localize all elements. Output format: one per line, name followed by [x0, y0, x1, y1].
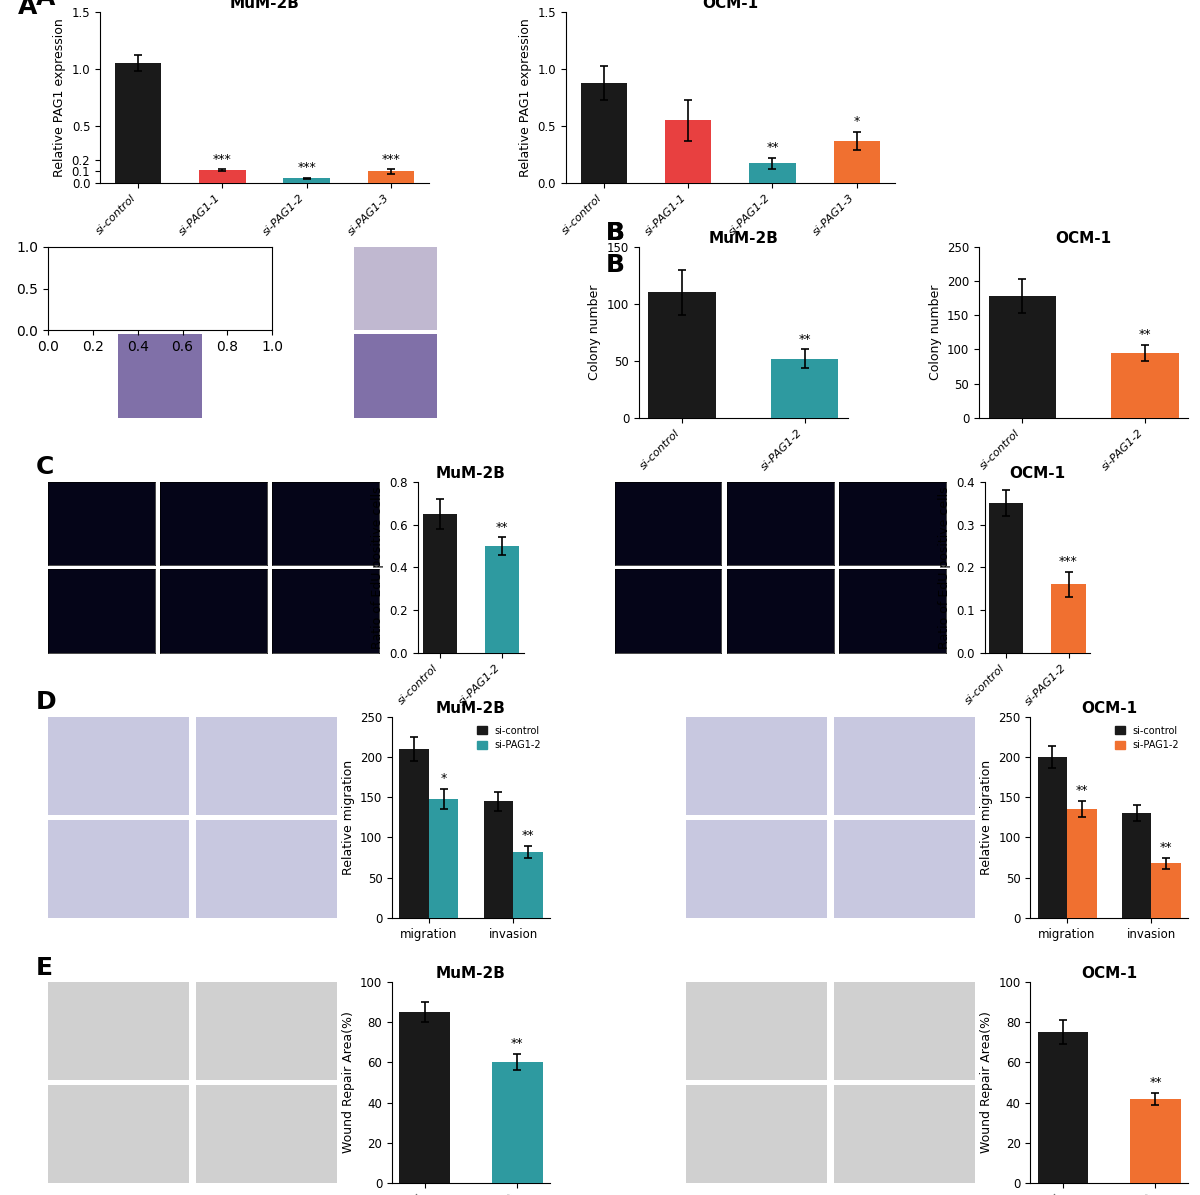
Text: **: **: [798, 333, 811, 347]
Bar: [367, 171, 414, 183]
Bar: [1111, 353, 1178, 418]
Y-axis label: Ratio of EdU positive cells: Ratio of EdU positive cells: [371, 486, 384, 649]
Legend: si-control, si-PAG1-2: si-control, si-PAG1-2: [473, 722, 545, 754]
Bar: [1122, 814, 1151, 918]
Bar: [1130, 1098, 1181, 1183]
Bar: [283, 178, 330, 183]
Y-axis label: Colony number: Colony number: [588, 284, 601, 380]
Y-axis label: Relative PAG1 expression: Relative PAG1 expression: [520, 18, 532, 177]
Text: A: A: [18, 0, 37, 19]
Title: MuM-2B: MuM-2B: [436, 966, 506, 981]
Bar: [428, 799, 458, 918]
Text: **: **: [496, 521, 508, 534]
Bar: [400, 749, 428, 918]
Text: **: **: [1139, 329, 1151, 342]
Text: B: B: [606, 221, 625, 245]
Text: B: B: [606, 221, 625, 245]
Text: A: A: [36, 0, 55, 10]
Bar: [581, 82, 628, 183]
Text: ***: ***: [1060, 556, 1078, 568]
Text: B: B: [606, 253, 625, 277]
Text: ***: ***: [382, 153, 400, 166]
Bar: [1038, 758, 1067, 918]
Bar: [492, 1062, 542, 1183]
Title: MuM-2B: MuM-2B: [229, 0, 300, 11]
Title: OCM-1: OCM-1: [1081, 966, 1138, 981]
Bar: [199, 171, 246, 183]
Legend: si-control, si-PAG1-2: si-control, si-PAG1-2: [1111, 722, 1183, 754]
Y-axis label: Wound Repair Area(%): Wound Repair Area(%): [980, 1012, 992, 1153]
Text: **: **: [1075, 784, 1088, 797]
Text: ***: ***: [298, 161, 316, 174]
Title: MuM-2B: MuM-2B: [436, 700, 506, 716]
Text: **: **: [767, 141, 779, 154]
Y-axis label: Wound Repair Area(%): Wound Repair Area(%): [342, 1012, 354, 1153]
Bar: [115, 63, 161, 183]
Title: OCM-1: OCM-1: [1009, 466, 1066, 480]
Bar: [514, 852, 542, 918]
Text: **: **: [522, 828, 534, 841]
Y-axis label: Ratio of EdU positive cells: Ratio of EdU positive cells: [937, 486, 950, 649]
Bar: [400, 1012, 450, 1183]
Y-axis label: Relative migration: Relative migration: [980, 760, 992, 875]
Bar: [485, 546, 518, 652]
Bar: [989, 296, 1056, 418]
Text: *: *: [853, 115, 859, 128]
Bar: [749, 164, 796, 183]
Title: MuM-2B: MuM-2B: [708, 231, 779, 246]
Bar: [834, 141, 880, 183]
Bar: [1067, 809, 1097, 918]
Bar: [1151, 863, 1181, 918]
Text: C: C: [36, 455, 54, 479]
Y-axis label: Relative PAG1 expression: Relative PAG1 expression: [53, 18, 66, 177]
Title: OCM-1: OCM-1: [702, 0, 758, 11]
Text: *: *: [440, 772, 446, 785]
Text: **: **: [511, 1037, 523, 1050]
Y-axis label: Colony number: Colony number: [929, 284, 942, 380]
Text: **: **: [1150, 1076, 1162, 1089]
Text: E: E: [36, 956, 53, 980]
Title: OCM-1: OCM-1: [1056, 231, 1111, 246]
Bar: [770, 358, 839, 418]
Y-axis label: Relative migration: Relative migration: [342, 760, 354, 875]
Bar: [484, 802, 514, 918]
Bar: [1038, 1032, 1088, 1183]
Bar: [1051, 584, 1086, 652]
Bar: [989, 503, 1024, 652]
Text: ***: ***: [214, 153, 232, 166]
Bar: [422, 514, 457, 652]
Title: OCM-1: OCM-1: [1081, 700, 1138, 716]
Bar: [648, 293, 715, 418]
Title: MuM-2B: MuM-2B: [436, 466, 505, 480]
Text: **: **: [1160, 840, 1172, 853]
Bar: [665, 121, 712, 183]
Text: D: D: [36, 691, 56, 715]
